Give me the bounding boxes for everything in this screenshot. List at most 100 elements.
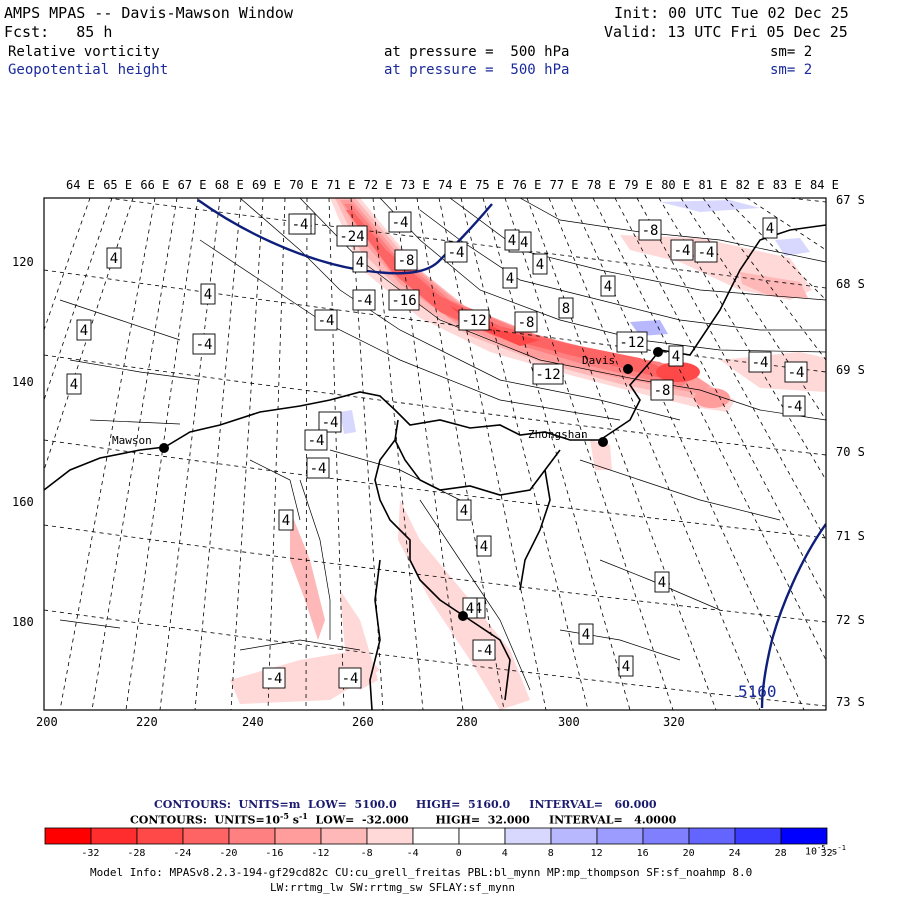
- svg-text:4: 4: [506, 271, 514, 287]
- svg-text:4: 4: [508, 233, 516, 249]
- colorbar-swatch: [320, 827, 368, 845]
- svg-text:4: 4: [536, 257, 544, 273]
- vorticity-contour-label: -4: [472, 639, 496, 661]
- colorbar-swatch: [90, 827, 138, 845]
- svg-text:4: 4: [480, 539, 488, 555]
- vorticity-contour-label: 4: [352, 251, 368, 273]
- vorticity-contour-label: -4: [352, 289, 376, 311]
- svg-text:4: 4: [356, 255, 364, 271]
- field2-smoothing: sm= 2: [770, 62, 813, 78]
- svg-text:-4: -4: [786, 399, 803, 415]
- top-longitude-label: 75 E: [475, 178, 504, 192]
- height-contour-info: CONTOURS: UNITS=m LOW= 5100.0 HIGH= 5160…: [154, 798, 657, 811]
- colorbar-swatch: [44, 827, 92, 845]
- colorbar-swatch: [274, 827, 322, 845]
- colorbar-tick-label: -32: [81, 848, 100, 859]
- vort-units-exp: -5: [280, 811, 289, 821]
- vorticity-shade-patch: [340, 590, 378, 690]
- station-marker: [458, 611, 468, 621]
- colorbar-tick-label: 4: [501, 848, 508, 859]
- colorbar-swatch: [780, 827, 828, 845]
- vorticity-contour-label: -12: [458, 309, 490, 331]
- left-grid-label: 140: [12, 375, 34, 389]
- vorticity-shade-core: [656, 362, 700, 382]
- height-low: LOW= 5100.0: [308, 798, 397, 811]
- colorbar-swatch: [642, 827, 690, 845]
- top-longitude-label: 70 E: [289, 178, 318, 192]
- station-name: Zhongshan: [528, 428, 588, 441]
- vort-units-tail-exp: -1: [298, 811, 308, 821]
- field1-name: Relative vorticity: [8, 44, 160, 60]
- field1-level: at pressure = 500 hPa: [384, 44, 570, 60]
- vorticity-contour-label: -4: [306, 457, 330, 479]
- colorbar-tick-label: -12: [311, 848, 330, 859]
- field1-smoothing: sm= 2: [770, 44, 813, 60]
- svg-text:-12: -12: [619, 335, 644, 351]
- colorbar-tick-label: 12: [590, 848, 603, 859]
- svg-text:-4: -4: [322, 415, 339, 431]
- top-longitude-label: 82 E: [736, 178, 765, 192]
- svg-text:-4: -4: [292, 217, 309, 233]
- colorbar-tick-label: -20: [219, 848, 238, 859]
- vorticity-shade-band: [346, 210, 676, 380]
- vorticity-contour-label: -4: [782, 395, 806, 417]
- vorticity-contour-label: 4: [578, 623, 594, 645]
- station-layer: Mawson Davis Zhongshan: [112, 347, 663, 621]
- colorbar-swatch: [228, 827, 276, 845]
- top-longitude-label: 67 E: [178, 178, 207, 192]
- vorticity-contour-label: 8: [558, 297, 574, 319]
- model-info-line1: Model Info: MPASv8.2.3-194-gf29cd82c CU:…: [90, 866, 753, 879]
- svg-text:-4: -4: [392, 215, 409, 231]
- svg-text:4: 4: [70, 377, 78, 393]
- vorticity-shade-patch: [590, 440, 612, 470]
- vort-high: HIGH= 32.000: [435, 813, 530, 827]
- vorticity-contour-info: CONTOURS: UNITS=10-5 s-1 LOW= -32.000 HI…: [130, 811, 676, 827]
- right-latitude-label: 70 S: [836, 445, 865, 459]
- coastline: [44, 224, 826, 710]
- vorticity-shade-negative: [660, 200, 760, 212]
- svg-text:-4: -4: [308, 433, 325, 449]
- svg-text:4: 4: [672, 349, 680, 365]
- height-high: HIGH= 5160.0: [415, 798, 511, 811]
- vorticity-contour-label: -8: [638, 219, 662, 241]
- svg-text:4: 4: [466, 601, 474, 617]
- vorticity-contour-label: -4: [444, 241, 468, 263]
- svg-text:-4: -4: [788, 365, 805, 381]
- svg-text:-4: -4: [310, 461, 327, 477]
- vorticity-contour-label: -4: [288, 213, 312, 235]
- top-longitude-label: 81 E: [698, 178, 727, 192]
- vorticity-contour-label: -8: [514, 311, 538, 333]
- vorticity-contour-label: 4: [66, 373, 82, 395]
- vorticity-shade-patch: [720, 352, 826, 392]
- vorticity-contour-label: 4: [532, 253, 548, 275]
- map-field-layer: 5160: [44, 198, 826, 710]
- vorticity-shade-core: [694, 388, 730, 408]
- vorticity-contour-label: -4: [192, 333, 216, 355]
- vorticity-contour-label: 4: [504, 229, 520, 251]
- svg-text:-8: -8: [398, 253, 415, 269]
- top-longitude-label: 68 E: [215, 178, 244, 192]
- colorbar-unit: 10-5 s-1: [805, 844, 846, 857]
- vorticity-shade-patch: [740, 272, 808, 298]
- colorbar-swatch: [504, 827, 552, 845]
- top-longitude-label: 72 E: [364, 178, 393, 192]
- vorticity-contour-label: -24: [336, 225, 368, 247]
- bottom-grid-label: 240: [242, 715, 264, 729]
- vorticity-contour-label: 4: [600, 275, 616, 297]
- top-longitude-label: 84 E: [810, 178, 839, 192]
- top-longitude-label: 78 E: [587, 178, 616, 192]
- colorbar-tick-label: -16: [265, 848, 284, 859]
- colorbar-swatch: [412, 827, 460, 845]
- station-name: Mawson: [112, 434, 152, 447]
- top-longitude-label: 65 E: [103, 178, 132, 192]
- vorticity-contour-label: -4: [694, 241, 718, 263]
- svg-text:-4: -4: [448, 245, 465, 261]
- graticule-parallels: [44, 198, 826, 707]
- colorbar-swatch: [458, 827, 506, 845]
- colorbar-tick-label: 28: [774, 848, 787, 859]
- vort-interval: INTERVAL= 4.0000: [549, 813, 677, 827]
- vorticity-contour-label: -4: [318, 411, 342, 433]
- svg-text:-16: -16: [391, 293, 416, 309]
- svg-text:-4: -4: [342, 671, 359, 687]
- vorticity-contour-label: 4: [278, 509, 294, 531]
